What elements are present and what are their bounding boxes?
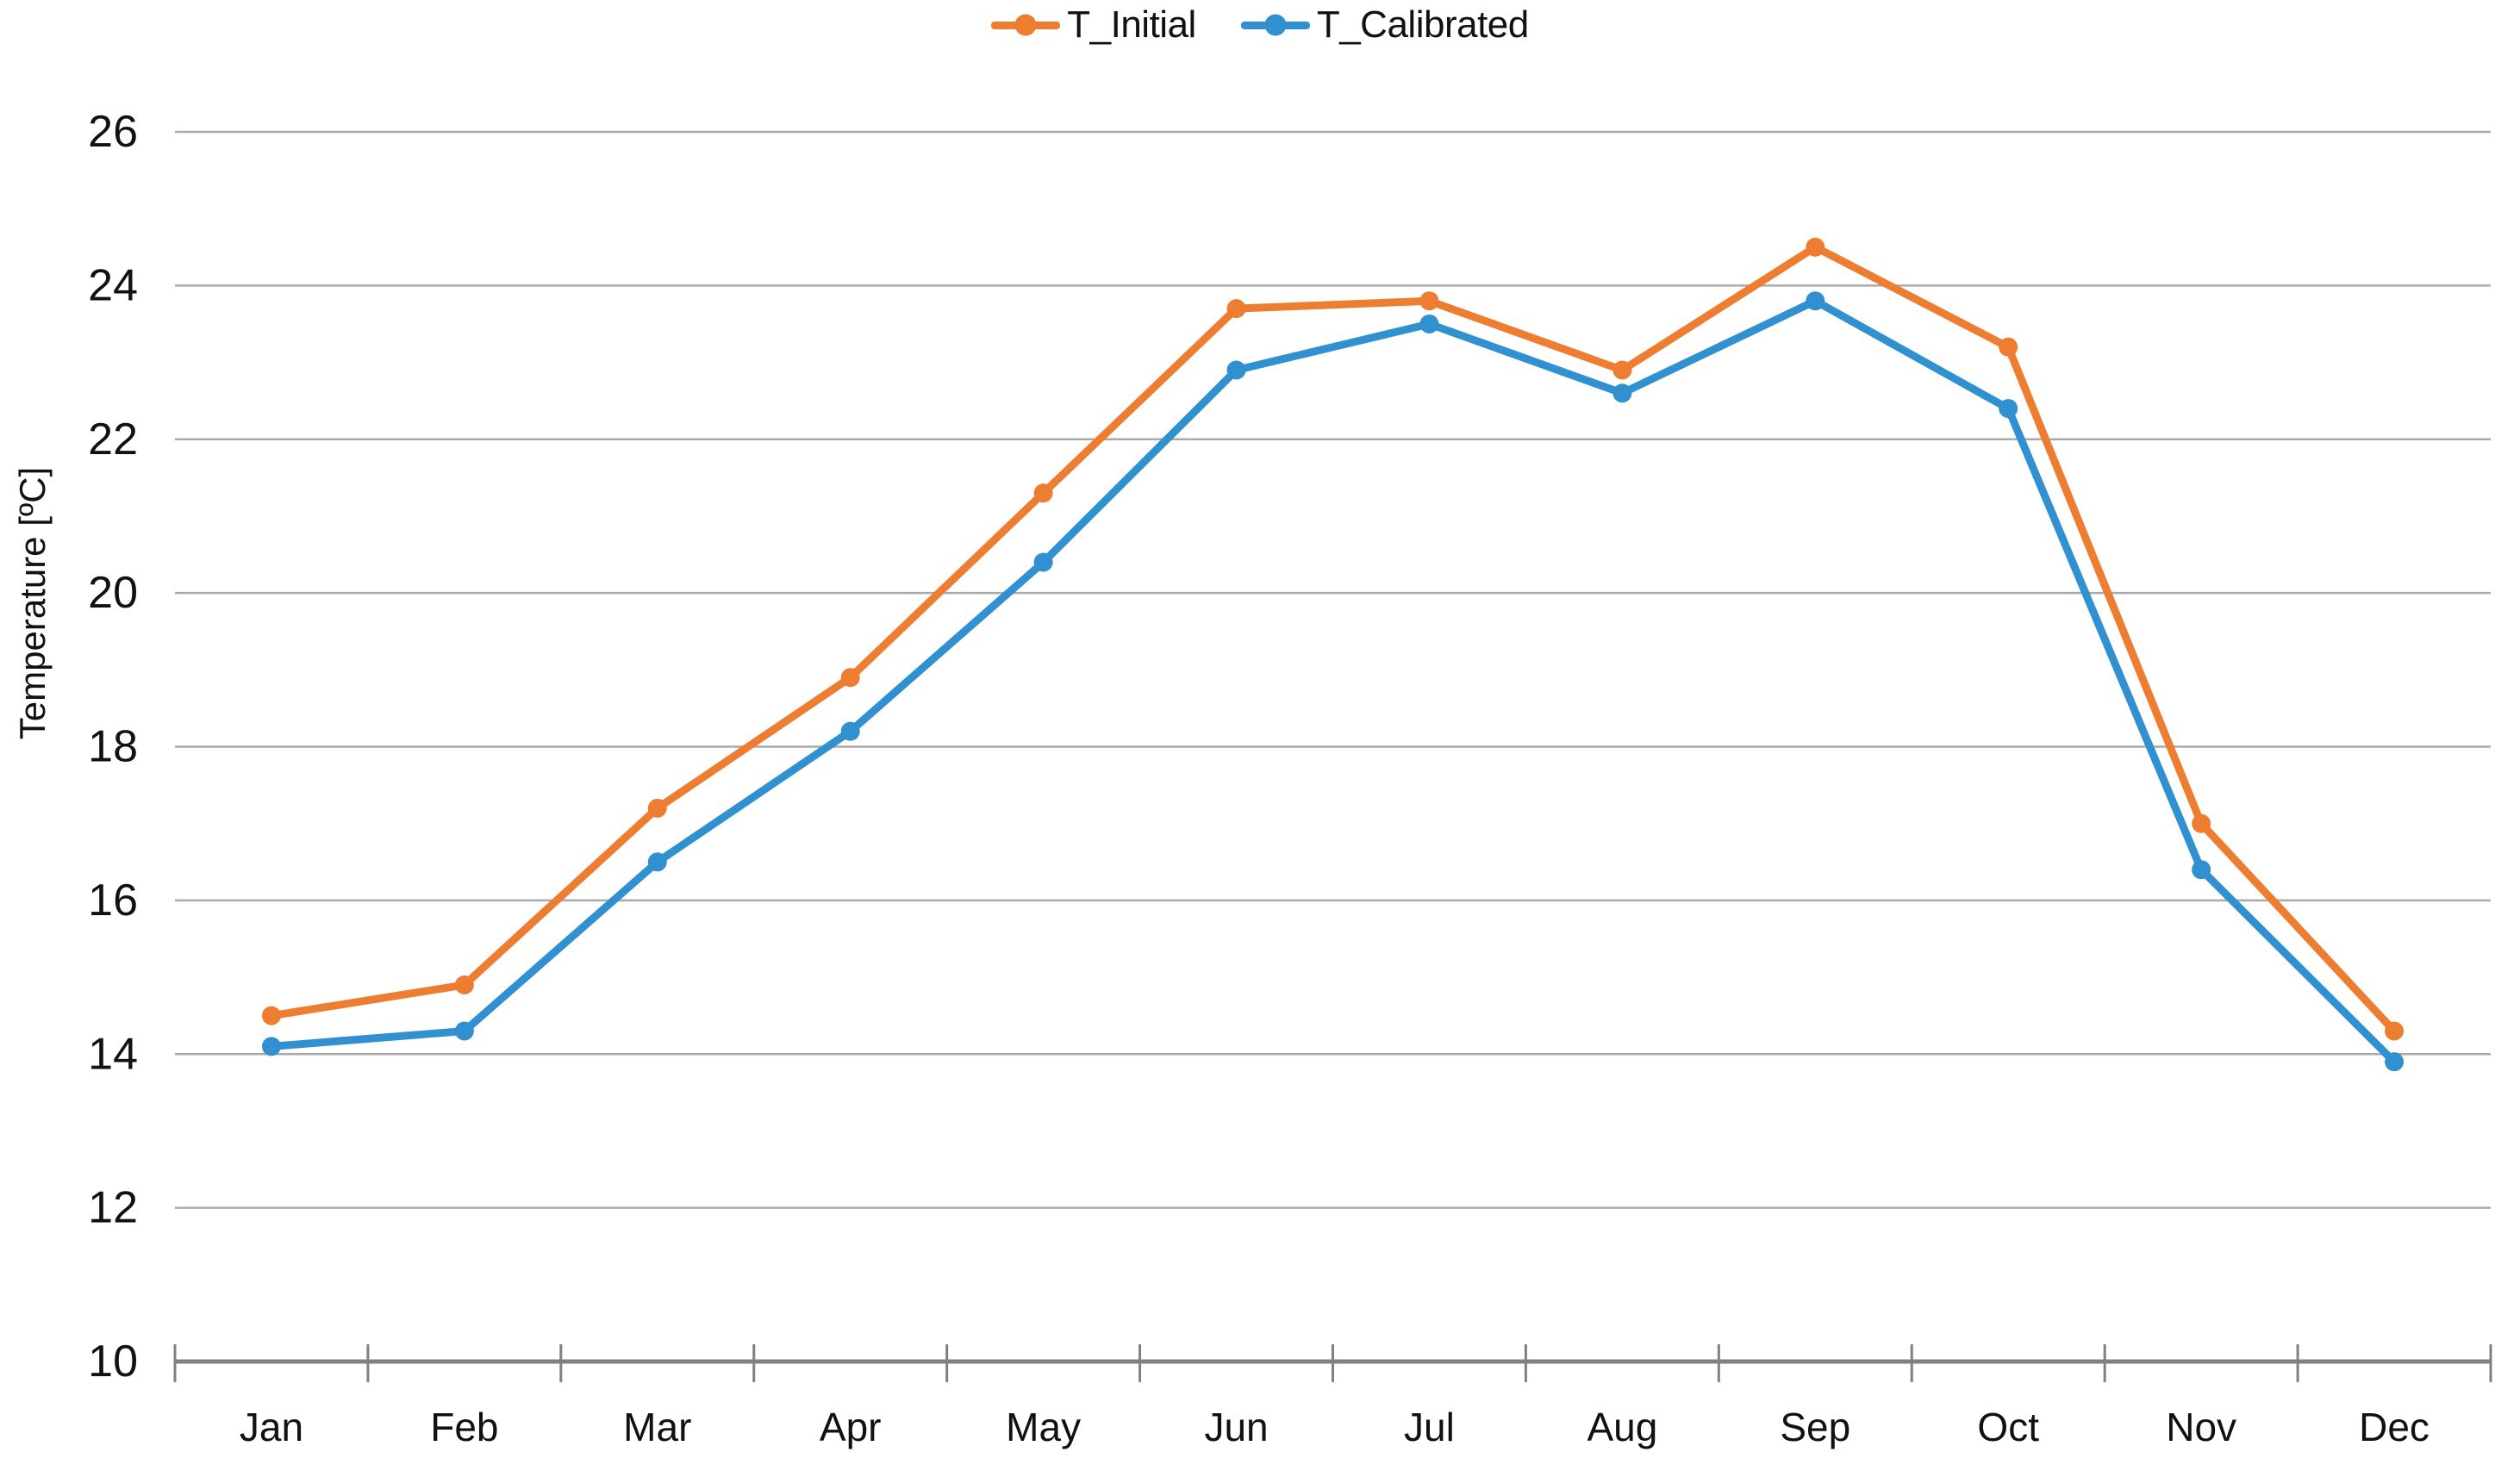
series-line-T_Initial bbox=[267, 243, 2398, 1035]
x-tick-label: Jun bbox=[1204, 1405, 1268, 1449]
y-tick-label: 24 bbox=[88, 260, 138, 310]
x-tick-label: Aug bbox=[1587, 1405, 1657, 1449]
x-tick-label: Nov bbox=[2166, 1405, 2236, 1449]
legend-dot-icon bbox=[1264, 14, 1287, 36]
x-tick-label: Oct bbox=[1977, 1405, 2039, 1449]
y-tick-label: 22 bbox=[88, 414, 138, 464]
data-point-T_Initial-Jul bbox=[1419, 291, 1439, 311]
x-tick-label: Sep bbox=[1780, 1405, 1850, 1449]
legend: T_Initial T_Calibrated bbox=[0, 3, 2520, 47]
y-axis-title: Temperature [ºC] bbox=[12, 467, 53, 739]
data-point-T_Initial-Sep bbox=[1806, 237, 1825, 257]
data-point-T_Initial-May bbox=[1033, 483, 1053, 503]
data-point-T_Initial-Aug bbox=[1612, 360, 1632, 380]
x-tick-label: Jul bbox=[1404, 1405, 1455, 1449]
data-point-T_Initial-Jun bbox=[1226, 299, 1246, 319]
y-tick-label: 20 bbox=[88, 568, 138, 618]
y-tick-label: 26 bbox=[88, 107, 138, 157]
legend-label-t-initial: T_Initial bbox=[1067, 3, 1196, 46]
x-tick-label: Mar bbox=[623, 1405, 691, 1449]
data-point-T_Calibrated-Nov bbox=[2192, 860, 2211, 880]
y-tick-label: 18 bbox=[88, 722, 138, 772]
legend-item-t-initial: T_Initial bbox=[991, 3, 1196, 47]
legend-line-marker-icon bbox=[1240, 14, 1310, 36]
data-point-T_Calibrated-Jan bbox=[261, 1037, 281, 1056]
data-point-T_Calibrated-Jul bbox=[1419, 314, 1439, 333]
data-point-T_Calibrated-Sep bbox=[1806, 291, 1825, 311]
legend-line-marker-icon bbox=[991, 14, 1061, 36]
data-point-T_Calibrated-Oct bbox=[1999, 399, 2018, 419]
series-line-T_Calibrated bbox=[267, 296, 2398, 1066]
y-tick-label: 14 bbox=[88, 1029, 138, 1079]
x-tick-label: Feb bbox=[430, 1405, 498, 1449]
y-tick-label: 10 bbox=[88, 1337, 138, 1387]
legend-label-t-calibrated: T_Calibrated bbox=[1316, 3, 1529, 46]
x-tick-label: Jan bbox=[240, 1405, 303, 1449]
x-tick-label: Dec bbox=[2359, 1405, 2430, 1449]
y-tick-label: 12 bbox=[88, 1183, 138, 1233]
data-point-T_Calibrated-Dec bbox=[2385, 1052, 2405, 1072]
data-point-T_Initial-Mar bbox=[647, 798, 667, 818]
data-point-T_Calibrated-Aug bbox=[1612, 383, 1632, 403]
data-point-T_Calibrated-May bbox=[1033, 552, 1053, 572]
data-point-T_Calibrated-Feb bbox=[454, 1021, 474, 1041]
data-point-T_Initial-Apr bbox=[840, 668, 860, 688]
data-point-T_Calibrated-Jun bbox=[1226, 360, 1246, 380]
data-point-T_Initial-Feb bbox=[454, 975, 474, 994]
data-point-T_Initial-Nov bbox=[2192, 813, 2211, 833]
data-point-T_Calibrated-Mar bbox=[647, 852, 667, 872]
data-point-T_Initial-Jan bbox=[261, 1006, 281, 1025]
legend-dot-icon bbox=[1014, 14, 1037, 36]
y-tick-label: 16 bbox=[88, 876, 138, 925]
data-point-T_Calibrated-Apr bbox=[840, 721, 860, 741]
x-tick-label: May bbox=[1006, 1405, 1081, 1449]
data-point-T_Initial-Dec bbox=[2385, 1021, 2405, 1041]
x-tick-label: Apr bbox=[820, 1405, 882, 1449]
data-point-T_Initial-Oct bbox=[1999, 337, 2018, 357]
legend-item-t-calibrated: T_Calibrated bbox=[1240, 3, 1529, 47]
